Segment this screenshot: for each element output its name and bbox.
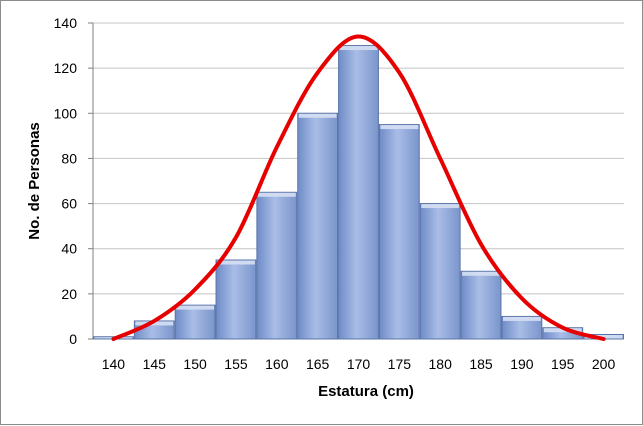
histogram-bar <box>256 191 298 340</box>
bar-highlight <box>257 192 296 197</box>
y-tick-label: 120 <box>54 60 78 76</box>
x-tick-label: 165 <box>306 356 330 372</box>
x-tick-label: 200 <box>592 356 616 372</box>
x-axis-title: Estatura (cm) <box>318 383 414 400</box>
x-tick-label: 175 <box>388 356 412 372</box>
normal-curve-line <box>111 34 606 341</box>
bar-highlight <box>543 328 582 333</box>
histogram-bar <box>297 112 339 340</box>
histogram-bar <box>215 259 257 340</box>
x-tick-label: 190 <box>510 356 534 372</box>
bar-highlight <box>298 113 337 118</box>
histogram-bar <box>419 203 461 340</box>
histogram-bar <box>174 304 216 340</box>
bar-highlight <box>135 321 174 326</box>
normal-curve <box>111 34 606 341</box>
histogram-bar <box>338 45 379 340</box>
x-tick-label: 160 <box>265 356 289 372</box>
x-tick-label: 140 <box>102 356 126 372</box>
x-tick-label: 155 <box>224 356 248 372</box>
y-tick-label: 40 <box>61 241 77 257</box>
bar-highlight <box>462 271 500 276</box>
y-axis-title: No. de Personas <box>26 122 43 240</box>
y-tick-label: 20 <box>61 286 77 302</box>
x-tick-label: 180 <box>429 356 453 372</box>
bar-highlight <box>339 46 378 51</box>
bar-highlight <box>502 316 541 321</box>
y-tick-label: 60 <box>61 196 77 212</box>
histogram-bar <box>460 270 502 340</box>
bar-highlight <box>380 125 419 130</box>
bar-highlight <box>176 305 215 310</box>
histogram-bar <box>378 124 420 340</box>
bar-highlight <box>421 204 460 209</box>
x-tick-label: 145 <box>143 356 167 372</box>
y-tick-label: 80 <box>61 150 77 166</box>
x-tick-label: 150 <box>183 356 207 372</box>
tick-labels: 0 20 40 60 80 100 120 140 140 145 150 155 160 165 170 1… <box>54 15 616 372</box>
y-tick-label: 140 <box>54 15 78 31</box>
x-tick-label: 195 <box>551 356 575 372</box>
x-tick-label: 185 <box>469 356 493 372</box>
bars <box>93 45 625 340</box>
y-tick-label: 0 <box>69 331 77 347</box>
histogram-bar <box>501 315 543 340</box>
bar-highlight <box>217 260 255 265</box>
bar-highlight <box>584 334 623 339</box>
y-tick-label: 100 <box>54 105 78 121</box>
x-tick-label: 170 <box>347 356 371 372</box>
